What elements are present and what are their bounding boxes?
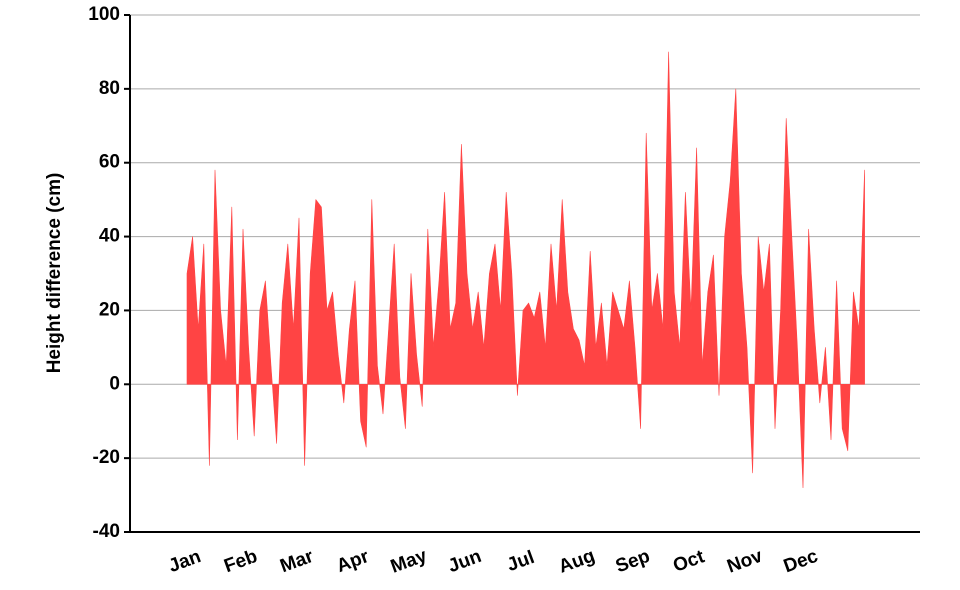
x-tick-label: Nov xyxy=(724,545,765,577)
x-tick-label: Dec xyxy=(781,546,821,578)
x-tick-label: May xyxy=(388,545,430,578)
y-tick-label: 20 xyxy=(99,299,120,320)
area xyxy=(186,51,865,488)
x-tick-label: Jan xyxy=(166,546,204,577)
y-tick-label: 80 xyxy=(99,78,120,99)
x-tick-label: Mar xyxy=(277,546,317,577)
y-axis-label: Height difference (cm) xyxy=(44,173,65,374)
x-tick-label: Jun xyxy=(445,546,484,577)
y-tick-label: 60 xyxy=(99,152,120,173)
y-tick-label: 100 xyxy=(88,4,120,25)
y-tick-label: 0 xyxy=(109,373,120,394)
x-tick-label: Feb xyxy=(221,546,260,577)
x-tick-label: Oct xyxy=(670,546,708,577)
x-tick-label: Aug xyxy=(556,545,598,577)
x-tick-label: Sep xyxy=(613,546,653,578)
y-tick-label: -40 xyxy=(93,521,120,542)
x-tick-label: Apr xyxy=(334,546,372,577)
y-tick-label: -20 xyxy=(93,447,120,468)
y-tick-label: 40 xyxy=(99,226,120,247)
x-tick-label: Jul xyxy=(504,547,537,576)
